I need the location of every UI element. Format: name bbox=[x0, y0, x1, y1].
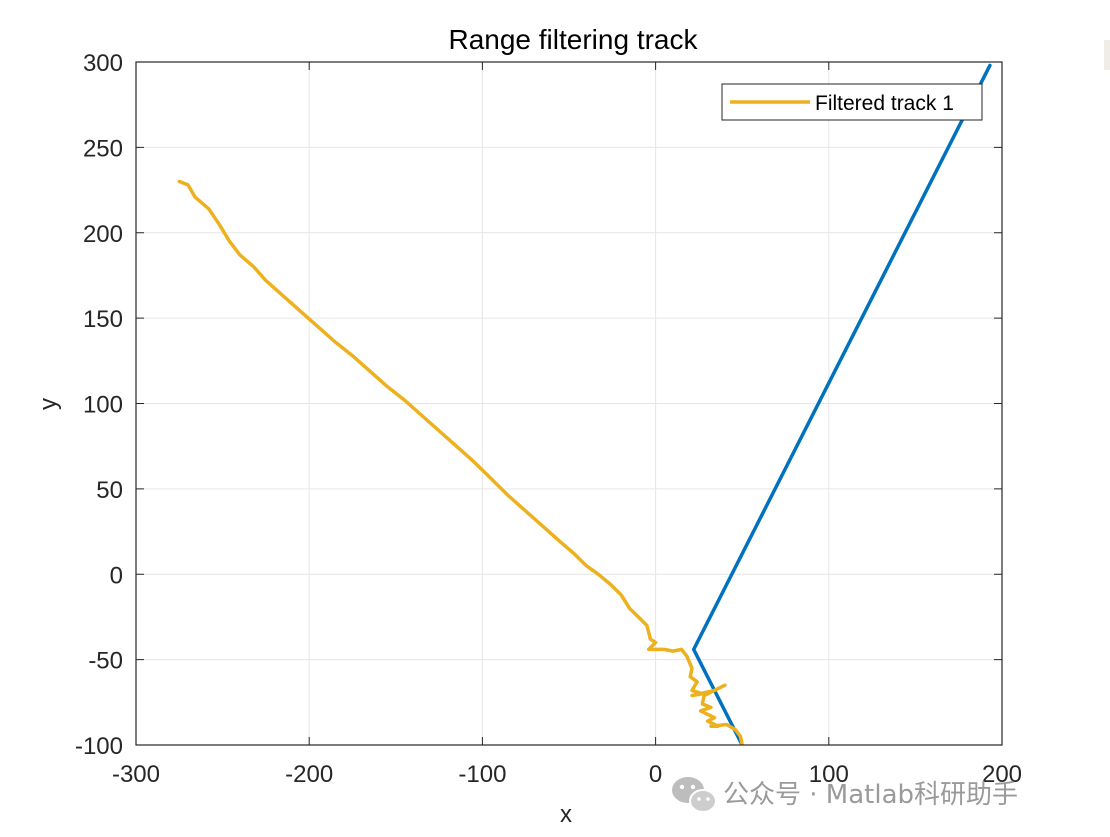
y-tick-label: 0 bbox=[110, 562, 123, 589]
series-lines bbox=[177, 63, 992, 745]
x-tick-label: -200 bbox=[285, 761, 333, 788]
y-tick-label: 100 bbox=[83, 392, 123, 419]
legend-label: Filtered track 1 bbox=[815, 92, 954, 115]
x-tick-label: -100 bbox=[458, 761, 506, 788]
y-tick-label: 50 bbox=[96, 477, 123, 504]
x-tick-labels: -300 -200 -100 0 100 200 bbox=[112, 761, 1022, 788]
legend[interactable]: Filtered track 1 bbox=[721, 83, 983, 121]
y-axis-label: y bbox=[35, 398, 62, 410]
watermark: 公众号 · Matlab科研助手 bbox=[672, 777, 1018, 813]
tick-marks bbox=[135, 61, 1003, 746]
figure-edge bbox=[1104, 40, 1110, 70]
y-tick-label: -100 bbox=[75, 733, 123, 760]
watermark-text: 公众号 · Matlab科研助手 bbox=[723, 780, 1018, 810]
wechat-icon bbox=[672, 777, 717, 813]
series-line-1 bbox=[691, 63, 992, 745]
x-tick-label: 0 bbox=[649, 761, 662, 788]
x-tick-label: -300 bbox=[112, 761, 160, 788]
chart-title: Range filtering track bbox=[448, 24, 698, 55]
y-tick-label: 250 bbox=[83, 135, 123, 162]
y-tick-labels: -100 -50 0 50 100 150 200 250 300 bbox=[75, 50, 123, 760]
y-tick-label: 150 bbox=[83, 306, 123, 333]
y-tick-label: -50 bbox=[88, 648, 123, 675]
x-tick-label: 200 bbox=[982, 761, 1022, 788]
y-tick-label: 200 bbox=[83, 221, 123, 248]
x-axis-label: x bbox=[560, 801, 572, 828]
x-tick-label: 100 bbox=[809, 761, 849, 788]
y-tick-label: 300 bbox=[83, 50, 123, 77]
series-line-2 bbox=[177, 179, 744, 745]
